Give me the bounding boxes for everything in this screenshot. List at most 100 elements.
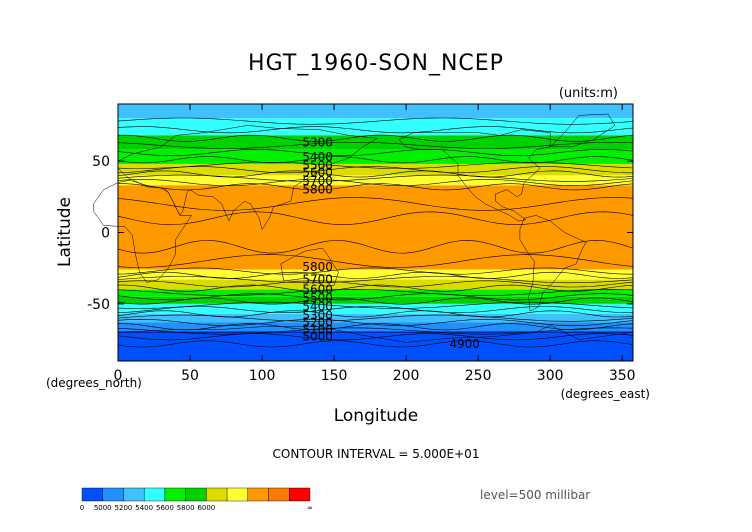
colorbar-swatch <box>289 487 311 502</box>
fill-band <box>118 269 633 280</box>
contour-label: 5600 <box>302 166 333 180</box>
fill-band <box>118 104 633 119</box>
x-axis-label: Longitude <box>334 406 419 426</box>
colorbar-label: 5200 <box>115 504 133 512</box>
fill-band <box>118 149 633 164</box>
fill-band <box>118 322 633 332</box>
contour-line <box>117 314 634 322</box>
x-axis-ticks: 0 50 100 150 200 250 300 350 <box>114 104 636 384</box>
contour-line <box>117 306 633 313</box>
contour-label: 4900 <box>449 337 480 351</box>
contour-label: 5500 <box>302 158 333 172</box>
y-axis-label: Latitude <box>55 197 75 267</box>
contour-line <box>117 323 634 331</box>
colorbar-swatch <box>143 487 166 502</box>
colorbar-swatch <box>268 487 290 502</box>
y-tick-label: 0 <box>101 226 110 242</box>
contour-line <box>117 310 634 318</box>
contour-label: 5700 <box>302 174 333 188</box>
contour-line <box>117 170 634 178</box>
contour-label: 5600 <box>302 283 333 297</box>
x-tick-label: 300 <box>537 368 564 384</box>
x-tick-label: 0 <box>114 368 123 384</box>
x-tick-label: 100 <box>249 368 276 384</box>
contour-interval-text: CONTOUR INTERVAL = 5.000E+01 <box>273 447 480 461</box>
y-tick-label: 50 <box>92 154 110 170</box>
contour-label: 5800 <box>302 260 333 274</box>
contour-line <box>117 327 634 335</box>
contour-label: 5800 <box>302 183 333 197</box>
colorbar-swatch <box>81 487 103 502</box>
coastline <box>93 179 192 283</box>
fill-band <box>118 331 633 361</box>
colorbar-label: 5600 <box>156 504 174 512</box>
fill-band <box>118 163 633 176</box>
contour-line <box>117 288 634 296</box>
colorbar-swatch <box>164 487 186 502</box>
contour-line <box>117 149 634 157</box>
x-tick-label: 350 <box>609 368 636 384</box>
contour-line <box>117 197 634 211</box>
coastline <box>519 215 587 312</box>
colorbar-swatch <box>247 487 269 502</box>
contour-label: 5700 <box>302 273 333 287</box>
chart-title: HGT_1960-SON_NCEP <box>248 51 504 76</box>
coastlines <box>93 113 633 343</box>
contour-line <box>117 174 634 182</box>
contour-line <box>118 134 634 142</box>
contour-line <box>117 126 634 134</box>
contour-label: 5400 <box>302 150 333 164</box>
colorbar-label: 5800 <box>177 504 195 512</box>
fill-band <box>118 118 633 136</box>
y-tick-label: -50 <box>87 297 110 313</box>
colorbar-label: ∞ <box>307 504 313 512</box>
contour-line <box>117 271 634 279</box>
units-label: (units:m) <box>559 86 618 101</box>
y-axis-ticks: 50 0 -50 <box>87 154 633 313</box>
colorbar-label: 6000 <box>197 504 215 512</box>
colorbar-labels: 0 5000 5200 5400 5600 5800 6000 ∞ <box>80 504 313 512</box>
coastline <box>549 113 616 148</box>
x-tick-label: 150 <box>321 368 348 384</box>
contour-label: 5300 <box>302 136 333 150</box>
contour-label: 5100 <box>302 323 333 337</box>
contour-lines <box>117 117 634 348</box>
coastline <box>398 129 551 222</box>
contour-line <box>117 211 634 225</box>
contour-line <box>117 166 633 174</box>
x-tick-label: 50 <box>181 368 199 384</box>
contour-line <box>117 276 634 284</box>
contour-label: 5000 <box>302 330 333 344</box>
fill-band <box>118 175 633 186</box>
contour-line <box>118 284 634 292</box>
contour-line <box>117 240 634 254</box>
contour-line <box>117 162 634 169</box>
colorbar-swatch <box>102 487 124 502</box>
contour-label: 5300 <box>302 308 333 322</box>
colorbar-swatch <box>226 487 249 502</box>
contour-line <box>117 333 634 341</box>
level-text: level=500 millibar <box>480 488 590 502</box>
contour-label: 5500 <box>302 291 333 305</box>
x-tick-label: 250 <box>465 368 492 384</box>
fill-band <box>118 289 633 297</box>
x-tick-label: 200 <box>393 368 420 384</box>
contour-line <box>117 179 634 187</box>
contour-label: 5200 <box>302 315 333 329</box>
contour-line <box>117 156 634 164</box>
y-unit-label: (degrees_north) <box>46 376 142 390</box>
contour-line <box>117 340 634 348</box>
colorbar-swatch <box>206 487 228 502</box>
contour-line <box>117 318 634 326</box>
colorbar-label: 5400 <box>135 504 153 512</box>
colorbar-swatch <box>123 487 145 502</box>
colorbar <box>81 487 311 502</box>
contour-line <box>117 280 634 288</box>
fill-band <box>118 303 633 314</box>
contour-line <box>117 254 634 268</box>
fill-band <box>118 279 633 290</box>
colorbar-label: 0 <box>80 504 84 512</box>
contour-line <box>117 117 634 125</box>
fill-band <box>118 296 633 304</box>
